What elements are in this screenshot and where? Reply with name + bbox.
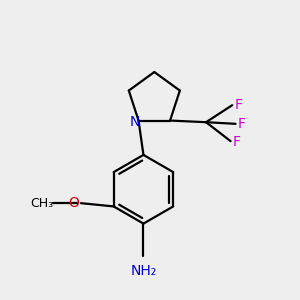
Text: F: F [237,117,245,131]
Text: O: O [68,196,79,210]
Text: N: N [129,115,140,129]
Text: F: F [232,135,241,149]
Text: CH₃: CH₃ [30,197,53,210]
Text: NH₂: NH₂ [130,263,157,278]
Text: F: F [234,98,242,112]
